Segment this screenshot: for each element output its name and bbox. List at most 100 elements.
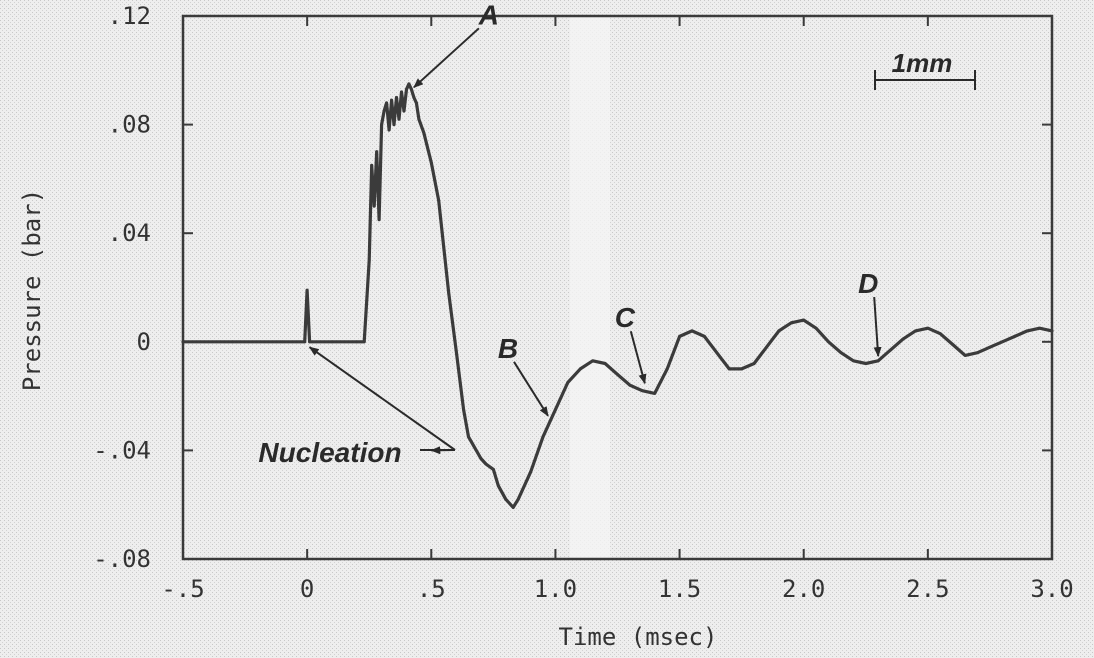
x-tick-label: 1.0 xyxy=(534,575,577,603)
y-tick-label: .08 xyxy=(108,111,151,139)
data-point xyxy=(740,367,744,371)
data-point xyxy=(554,408,557,412)
data-point xyxy=(442,245,446,249)
annotation-b-arrow xyxy=(513,361,549,417)
x-tick-label: .5 xyxy=(417,575,446,603)
data-point xyxy=(926,326,930,330)
y-axis-title: Pressure (bar) xyxy=(18,189,46,391)
data-point xyxy=(814,326,818,330)
data-point xyxy=(529,470,532,474)
data-point xyxy=(355,340,359,344)
data-point xyxy=(437,199,441,203)
data-point xyxy=(454,348,458,352)
y-tick-label: .12 xyxy=(108,2,151,30)
data-point xyxy=(901,337,905,341)
data-point xyxy=(864,362,868,365)
data-point xyxy=(541,435,545,439)
data-point xyxy=(360,340,364,344)
data-point xyxy=(665,367,669,371)
x-tick-label: 2.0 xyxy=(782,575,825,603)
data-point xyxy=(181,340,185,344)
data-point xyxy=(412,96,416,99)
annotation-c-label: C xyxy=(615,302,636,333)
data-point xyxy=(330,340,334,344)
data-point xyxy=(938,332,942,336)
data-point xyxy=(385,101,388,105)
data-point xyxy=(566,381,570,384)
data-point xyxy=(1000,340,1004,344)
data-point xyxy=(1038,326,1041,330)
data-point xyxy=(914,329,917,333)
plot-frame xyxy=(181,14,1054,561)
data-point xyxy=(417,117,421,121)
data-point xyxy=(387,128,391,132)
data-point xyxy=(280,340,284,344)
y-tick-label: 0 xyxy=(137,328,151,356)
data-point xyxy=(395,96,398,99)
data-point xyxy=(414,101,418,105)
x-axis-ticks: -.5 0 .5 1.0 1.5 2.0 2.5 3.0 xyxy=(161,16,1074,603)
annotation-b-label: B xyxy=(498,333,518,364)
data-point xyxy=(727,367,731,371)
lighter-scan-band xyxy=(570,15,610,560)
y-axis-ticks: -.08 -.04 0 .04 .08 .12 xyxy=(93,2,1052,573)
data-point xyxy=(367,258,371,262)
data-point xyxy=(305,288,309,292)
data-point xyxy=(392,123,396,126)
data-point xyxy=(578,367,582,371)
data-point xyxy=(462,408,465,412)
data-point xyxy=(752,362,756,365)
scale-bar: 1mm xyxy=(874,48,976,90)
data-point xyxy=(511,506,515,509)
x-tick-label: 0 xyxy=(300,575,314,603)
data-point xyxy=(308,340,312,344)
data-point xyxy=(951,343,955,346)
data-point xyxy=(380,123,384,126)
data-point xyxy=(516,497,520,501)
x-tick-label: 2.5 xyxy=(906,575,949,603)
data-point xyxy=(628,383,632,387)
x-tick-label: 3.0 xyxy=(1030,575,1073,603)
data-point xyxy=(400,90,403,94)
annotation-d-label: D xyxy=(858,268,878,299)
annotation-c-arrow xyxy=(629,330,647,385)
series-layer xyxy=(181,82,1054,509)
data-point xyxy=(410,87,413,91)
data-point xyxy=(303,340,307,344)
data-point xyxy=(375,150,379,154)
data-point xyxy=(715,351,719,355)
data-point xyxy=(429,161,433,165)
x-tick-label: -.5 xyxy=(161,575,204,603)
annotation-a-label: A xyxy=(478,0,499,30)
annotation-nucleation-label: Nucleation xyxy=(258,437,401,468)
data-point xyxy=(789,321,793,325)
data-point xyxy=(802,318,806,322)
data-point xyxy=(402,109,406,113)
data-point xyxy=(377,218,381,222)
data-point xyxy=(504,497,508,501)
data-point xyxy=(703,334,706,338)
data-point xyxy=(827,340,830,344)
annotation-a-arrow xyxy=(413,27,480,89)
data-point xyxy=(467,435,470,439)
data-point xyxy=(640,389,644,393)
x-tick-label: 1.5 xyxy=(658,575,701,603)
data-point xyxy=(479,457,483,460)
data-point xyxy=(422,131,426,135)
y-tick-label: -.04 xyxy=(93,436,151,464)
data-point xyxy=(484,462,488,466)
annotation-layer: A B C D Nucleation xyxy=(258,0,882,468)
data-point xyxy=(690,329,694,333)
data-point xyxy=(616,372,619,376)
data-point xyxy=(851,359,855,363)
data-point xyxy=(1013,334,1017,338)
x-axis-title: Time (msec) xyxy=(559,623,718,651)
data-point xyxy=(603,362,607,365)
data-point xyxy=(370,163,374,167)
data-point xyxy=(876,359,880,363)
data-point xyxy=(976,351,979,355)
data-point xyxy=(407,82,411,86)
data-point xyxy=(678,334,681,338)
y-tick-label: .04 xyxy=(108,219,151,247)
